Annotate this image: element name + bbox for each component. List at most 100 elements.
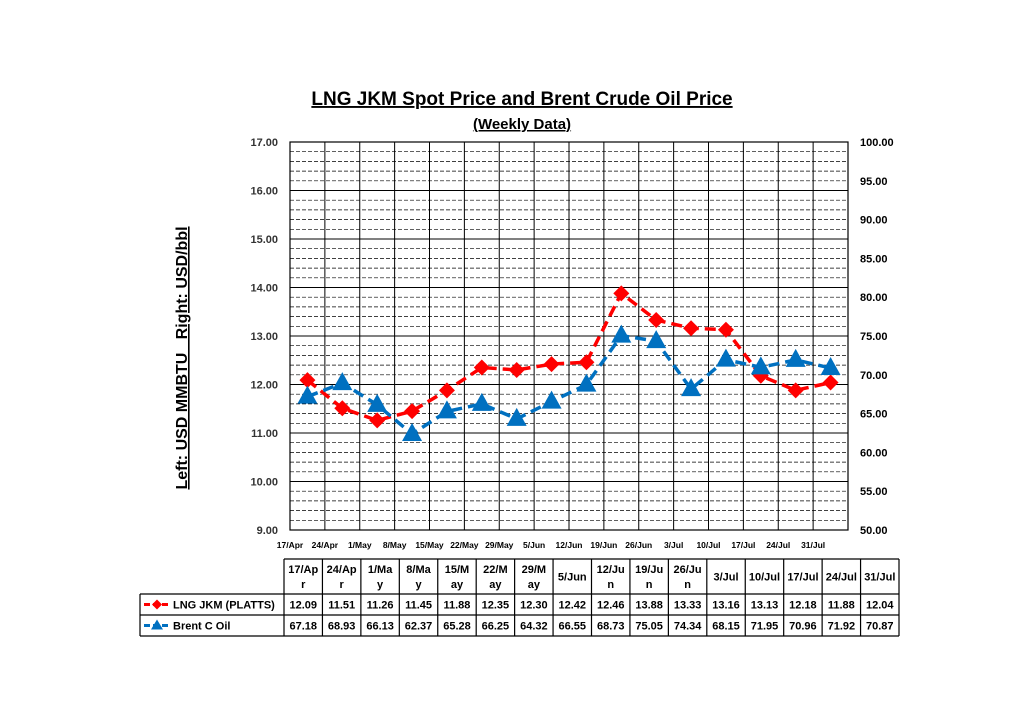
table-value-cell: 62.37: [405, 621, 433, 633]
legend-marker-diamond: [152, 599, 162, 610]
data-point-diamond: [473, 359, 490, 376]
table-header-cell: 24/Jul: [826, 572, 857, 584]
data-point-diamond: [543, 356, 560, 373]
data-point-diamond: [299, 372, 316, 389]
table-header-cell: 17/Jul: [787, 572, 818, 584]
x-axis-tick-label: 22/May: [450, 540, 479, 550]
left-axis-tick-label: 14.00: [250, 283, 278, 295]
table-header-cell: n: [646, 579, 653, 591]
right-axis-tick-label: 90.00: [860, 215, 888, 227]
table-header-cell: 22/M: [483, 564, 507, 576]
table-value-cell: 66.55: [559, 621, 587, 633]
x-axis-tick-label: 12/Jun: [556, 540, 583, 550]
right-axis-tick-label: 95.00: [860, 176, 888, 188]
table-value-cell: 11.45: [405, 600, 432, 612]
left-axis-tick-label: 11.00: [251, 428, 278, 440]
x-axis-tick-label: 17/Jul: [731, 540, 755, 550]
left-axis-tick-label: 9.00: [257, 525, 278, 537]
data-point-triangle: [576, 373, 597, 392]
data-point-diamond: [787, 382, 804, 399]
table-value-cell: 11.26: [367, 600, 394, 612]
left-axis-tick-label: 16.00: [250, 186, 278, 198]
data-point-triangle: [471, 392, 492, 411]
x-axis-tick-label: 17/Apr: [277, 540, 304, 550]
table-value-cell: 11.88: [828, 600, 855, 612]
table-header-cell: 12/Ju: [597, 564, 625, 576]
grid-lines: [290, 142, 848, 530]
data-point-triangle: [611, 324, 632, 343]
x-axis-tick-label: 19/Jun: [590, 540, 617, 550]
table-header-cell: n: [607, 579, 614, 591]
left-axis-tick-label: 12.00: [250, 380, 278, 392]
table-value-cell: 13.33: [674, 600, 702, 612]
table-value-cell: 68.73: [597, 621, 625, 633]
table-value-cell: 12.30: [520, 600, 548, 612]
left-axis-tick-label: 10.00: [250, 477, 278, 489]
table-value-cell: 66.25: [482, 621, 510, 633]
table-header-cell: 3/Jul: [713, 572, 738, 584]
plot-area-border: [289, 141, 849, 531]
table-header-cell: 1/Ma: [368, 564, 393, 576]
table-value-cell: 13.88: [635, 600, 663, 612]
x-axis-tick-label: 24/Jul: [766, 540, 790, 550]
x-axis-tick-label: 8/May: [383, 540, 407, 550]
table-value-cell: 12.42: [559, 600, 587, 612]
data-point-triangle: [750, 356, 771, 375]
table-header-cell: y: [415, 579, 422, 591]
series-line: [306, 333, 831, 437]
table-value-cell: 12.18: [789, 600, 817, 612]
x-axis-tick-label: 5/Jun: [523, 540, 545, 550]
right-axis-tick-label: 50.00: [860, 525, 888, 537]
x-axis-tick-label: 10/Jul: [696, 540, 720, 550]
table-value-cell: 12.35: [482, 600, 510, 612]
table-value-cell: 71.92: [828, 621, 856, 633]
table-header-cell: 10/Jul: [749, 572, 780, 584]
x-axis-tick-label: 15/May: [415, 540, 444, 550]
table-header-cell: 19/Ju: [635, 564, 663, 576]
data-point-triangle: [332, 372, 353, 391]
table-header-cell: ay: [528, 579, 541, 591]
data-point-diamond: [648, 311, 665, 328]
table-header-cell: r: [301, 579, 306, 591]
table-header-cell: 29/M: [522, 564, 546, 576]
x-axis-tick-label: 3/Jul: [664, 540, 683, 550]
table-header-cell: ay: [451, 579, 464, 591]
table-value-cell: 66.13: [366, 621, 394, 633]
left-axis-tick-label: 17.00: [250, 137, 278, 149]
table-value-cell: 13.16: [712, 600, 740, 612]
table-value-cell: 65.28: [443, 621, 471, 633]
x-axis-tick-label: 31/Jul: [801, 540, 825, 550]
table-header-cell: n: [684, 579, 691, 591]
data-point-triangle: [506, 407, 527, 426]
data-point-diamond: [683, 320, 700, 337]
left-axis-tick-label: 15.00: [250, 234, 278, 246]
data-point-triangle: [541, 390, 562, 409]
data-point-triangle: [646, 330, 667, 349]
table-value-cell: 67.18: [289, 621, 317, 633]
table-header-cell: 8/Ma: [406, 564, 431, 576]
left-axis-tick-label: 13.00: [250, 331, 278, 343]
data-point-triangle: [785, 348, 806, 367]
data-point-diamond: [508, 361, 525, 378]
data-point-triangle: [297, 385, 318, 404]
legend-marker-triangle: [151, 619, 163, 630]
data-point-triangle: [820, 357, 841, 376]
data-point-triangle: [367, 393, 388, 412]
table-value-cell: 71.95: [751, 621, 779, 633]
x-axis-tick-label: 26/Jun: [625, 540, 652, 550]
data-table: 17/Ap r 24/Ap r 1/Ma y 8/Ma y 15/M ay 22/M ay 29/M ay…: [139, 558, 900, 637]
right-axis-tick-label: 60.00: [860, 447, 888, 459]
right-axis-tick-label: 85.00: [860, 253, 888, 265]
table-header-cell: ay: [489, 579, 502, 591]
table-value-cell: 11.88: [444, 600, 471, 612]
chart-title: LNG JKM Spot Price and Brent Crude Oil P…: [311, 89, 732, 110]
table-header-cell: y: [377, 579, 384, 591]
table-value-cell: 70.87: [866, 621, 894, 633]
data-point-diamond: [369, 412, 386, 429]
data-point-triangle: [715, 348, 736, 367]
table-header-cell: 15/M: [445, 564, 469, 576]
table-value-cell: 70.96: [789, 621, 817, 633]
data-point-diamond: [613, 285, 630, 302]
data-point-triangle: [436, 400, 457, 419]
table-header-cell: r: [340, 579, 345, 591]
